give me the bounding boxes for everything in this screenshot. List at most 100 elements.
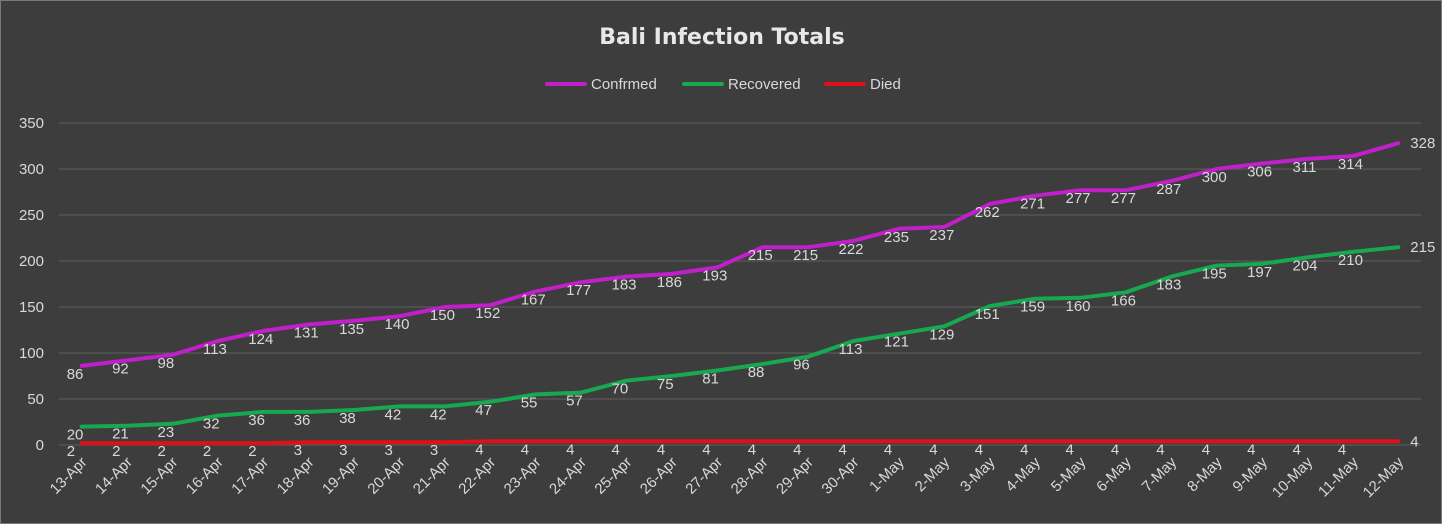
data-label: 3	[385, 442, 393, 459]
data-label: 135	[339, 321, 364, 338]
x-axis: 13-Apr 14-Apr 15-Apr 16-Apr 17-Apr 18-Apr 19-A…	[47, 453, 1408, 501]
data-label: 4	[748, 441, 756, 458]
data-label: 195	[1202, 266, 1227, 283]
x-tick-label: 5-May	[1048, 453, 1090, 495]
data-label: 215	[1410, 239, 1435, 256]
data-label: 113	[203, 341, 227, 358]
data-label: 4	[793, 441, 801, 458]
x-tick-label: 6-May	[1093, 453, 1135, 495]
data-label: 38	[339, 410, 356, 427]
data-label: 121	[884, 334, 909, 351]
data-label: 262	[975, 204, 1000, 221]
data-label: 159	[1020, 299, 1045, 316]
data-label: 306	[1247, 163, 1272, 180]
data-label: 47	[475, 402, 492, 419]
x-tick-label: 14-Apr	[92, 454, 136, 498]
data-label: 4	[929, 441, 937, 458]
data-label: 75	[657, 376, 674, 393]
data-label: 151	[975, 306, 1000, 323]
x-tick-label: 4-May	[1002, 453, 1044, 495]
x-tick-label: 16-Apr	[183, 454, 227, 498]
x-tick-label: 21-Apr	[410, 454, 454, 498]
x-tick-label: 2-May	[912, 453, 954, 495]
data-labels: 86 92 98 113 124 131 135 140 150 152 167 177 183 186 1…	[67, 135, 1436, 460]
series-line	[79, 141, 1401, 368]
data-label: 4	[475, 441, 483, 458]
y-tick-label: 250	[19, 207, 44, 224]
y-tick-label: 300	[19, 161, 44, 178]
y-tick-label: 150	[19, 299, 44, 316]
data-label: 20	[67, 427, 84, 444]
data-label: 88	[748, 364, 765, 381]
legend: Confrmed Recovered Died	[545, 76, 901, 93]
data-label: 36	[248, 412, 265, 429]
data-label: 81	[702, 370, 719, 387]
data-label: 193	[702, 267, 727, 284]
data-label: 92	[112, 360, 129, 377]
data-label: 183	[1156, 277, 1181, 294]
y-tick-label: 100	[19, 345, 44, 362]
data-label: 3	[430, 442, 438, 459]
x-tick-label: 18-Apr	[274, 454, 318, 498]
x-tick-label: 22-Apr	[455, 454, 499, 498]
data-label: 55	[521, 394, 538, 411]
data-label: 23	[158, 424, 175, 441]
data-label: 4	[839, 441, 847, 458]
x-tick-label: 19-Apr	[319, 454, 363, 498]
data-label: 160	[1066, 298, 1091, 315]
data-label: 4	[884, 441, 892, 458]
data-label: 4	[566, 441, 574, 458]
data-label: 271	[1020, 196, 1045, 213]
data-label: 287	[1156, 181, 1181, 198]
data-label: 140	[385, 316, 410, 333]
data-label: 204	[1293, 257, 1318, 274]
data-label: 131	[294, 324, 319, 341]
x-tick-label: 20-Apr	[364, 454, 408, 498]
x-tick-label: 23-Apr	[501, 454, 545, 498]
x-tick-label: 7-May	[1139, 453, 1181, 495]
gridlines	[59, 122, 1421, 446]
data-label: 98	[158, 355, 175, 372]
data-label: 3	[294, 442, 302, 459]
data-label: 129	[929, 326, 954, 343]
x-tick-label: 15-Apr	[137, 454, 181, 498]
y-tick-label: 350	[19, 115, 44, 132]
data-label: 3	[339, 442, 347, 459]
data-label: 57	[566, 393, 583, 410]
series-line	[79, 245, 1401, 429]
data-label: 4	[1338, 441, 1346, 458]
x-tick-label: 29-Apr	[773, 454, 817, 498]
data-label: 36	[294, 412, 311, 429]
x-tick-label: 13-Apr	[47, 454, 91, 498]
series-line	[79, 439, 1401, 446]
x-tick-label: 28-Apr	[728, 454, 772, 498]
data-label: 21	[112, 426, 129, 443]
x-tick-label: 27-Apr	[682, 454, 726, 498]
data-label: 42	[385, 406, 402, 423]
data-label: 4	[1066, 441, 1074, 458]
data-label: 235	[884, 229, 909, 246]
x-tick-label: 3-May	[957, 453, 999, 495]
legend-label: Recovered	[728, 76, 801, 93]
data-label: 32	[203, 416, 220, 433]
data-label: 2	[248, 443, 256, 460]
data-label: 167	[521, 291, 546, 308]
data-label: 2	[112, 443, 120, 460]
data-label: 4	[521, 441, 529, 458]
data-label: 4	[1156, 441, 1164, 458]
data-label: 215	[748, 247, 773, 264]
data-label: 4	[975, 441, 983, 458]
x-tick-label: 12-May	[1360, 453, 1408, 501]
data-label: 300	[1202, 169, 1227, 186]
y-tick-label: 50	[27, 391, 44, 408]
x-tick-label: 9-May	[1229, 453, 1271, 495]
data-label: 215	[793, 247, 818, 264]
x-tick-label: 24-Apr	[546, 454, 590, 498]
x-tick-label: 17-Apr	[228, 454, 272, 498]
data-label: 4	[1293, 441, 1301, 458]
data-label: 4	[1020, 441, 1028, 458]
data-label: 197	[1247, 264, 1272, 281]
chart-title: Bali Infection Totals	[599, 25, 844, 50]
